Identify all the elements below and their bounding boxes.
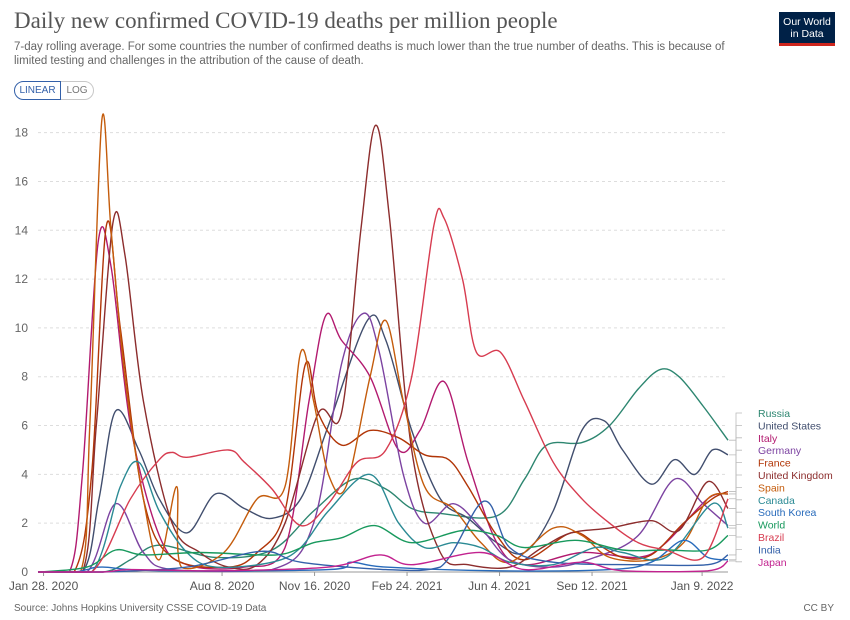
legend-label-united-states[interactable]: United States (758, 420, 821, 432)
chart-subtitle: 7-day rolling average. For some countrie… (14, 41, 725, 67)
y-tick-label: 4 (21, 467, 28, 481)
x-tick-label: Jan 9, 2022 (671, 579, 734, 590)
legend-leader-line (729, 560, 742, 563)
legend-leader-line (729, 549, 742, 556)
series-line-south-korea[interactable] (38, 539, 729, 573)
y-axis-ticks: 0 2 4 6 8 10 12 14 16 18 (15, 126, 29, 579)
legend-label-brazil[interactable]: Brazil (758, 532, 784, 544)
series-lines (37, 113, 729, 573)
x-tick-label: Feb 24, 2021 (372, 579, 443, 590)
y-tick-label: 14 (15, 223, 29, 237)
y-tick-label: 6 (21, 419, 28, 433)
legend-label-spain[interactable]: Spain (758, 482, 785, 494)
legend-label-italy[interactable]: Italy (758, 433, 778, 445)
legend-label-japan[interactable]: Japan (758, 557, 787, 569)
logo-line-2: in Data (790, 28, 824, 40)
series-line-world[interactable] (37, 524, 729, 573)
legend-label-south-korea[interactable]: South Korea (758, 507, 817, 519)
y-tick-label: 12 (15, 272, 29, 286)
series-line-germany[interactable] (38, 312, 729, 573)
legend-leader-line (729, 437, 742, 495)
chart-title: Daily new confirmed COVID-19 deaths per … (14, 8, 558, 33)
line-chart: 0 2 4 6 8 10 12 14 16 18 Jan 28, 2020 Aug 8, 2020 N… (9, 113, 833, 590)
legend-leader-line (729, 498, 742, 538)
legend-label-india[interactable]: India (758, 544, 781, 556)
legend-leader-line (729, 412, 742, 441)
series-line-spain[interactable] (38, 113, 729, 573)
series-line-brazil[interactable] (38, 207, 729, 573)
legend-label-world[interactable]: World (758, 520, 785, 532)
series-line-france[interactable] (38, 220, 729, 573)
legend-label-united-kingdom[interactable]: United Kingdom (758, 470, 833, 482)
legend-label-germany[interactable]: Germany (758, 445, 802, 457)
grid-lines (38, 132, 728, 573)
log-scale-button[interactable]: LOG (60, 81, 94, 100)
legend-label-france[interactable]: France (758, 458, 791, 470)
x-axis-ticks: Jan 28, 2020 Aug 8, 2020 Nov 16, 2020 Feb 2… (9, 572, 734, 590)
y-tick-label: 16 (15, 174, 29, 188)
x-tick-label: Aug 8, 2020 (190, 579, 255, 590)
x-tick-label: Sep 12, 2021 (556, 579, 628, 590)
y-tick-label: 2 (21, 516, 28, 530)
series-line-india[interactable] (38, 500, 729, 573)
series-line-united-states[interactable] (38, 314, 729, 573)
linear-scale-button[interactable]: LINEAR (14, 81, 61, 100)
y-tick-label: 8 (21, 370, 28, 384)
legend-leader-line (729, 487, 742, 495)
legend-leader-line (729, 449, 742, 527)
y-tick-label: 18 (15, 126, 29, 140)
series-line-italy[interactable] (38, 226, 729, 573)
legend-label-russia[interactable]: Russia (758, 408, 790, 420)
y-tick-label: 0 (21, 565, 28, 579)
legend-leader-line (729, 524, 742, 536)
legend-leader-line (729, 499, 742, 529)
x-tick-label: Jan 28, 2020 (9, 579, 79, 590)
legend-label-canada[interactable]: Canada (758, 495, 795, 507)
x-tick-label: Nov 16, 2020 (279, 579, 351, 590)
logo-line-1: Our World (783, 16, 831, 28)
license-label: CC BY (803, 603, 834, 614)
source-note: Source: Johns Hopkins University CSSE CO… (14, 603, 267, 614)
owid-logo[interactable]: Our World in Data (779, 12, 835, 46)
legend-leader-line (729, 511, 742, 561)
x-tick-label: Jun 4, 2021 (468, 579, 531, 590)
series-line-united-kingdom[interactable] (38, 124, 729, 573)
series-line-canada[interactable] (38, 460, 729, 573)
y-tick-label: 10 (15, 321, 29, 335)
series-line-russia[interactable] (38, 368, 729, 573)
series-line-japan[interactable] (38, 551, 729, 573)
